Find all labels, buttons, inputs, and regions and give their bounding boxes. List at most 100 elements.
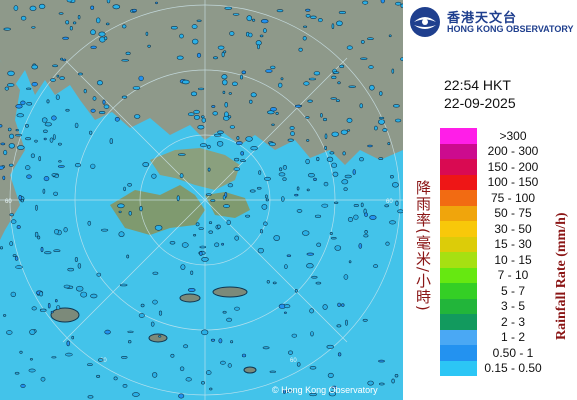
- rain-echo: [14, 256, 19, 261]
- rain-echo: [275, 111, 279, 115]
- rain-echo: [78, 72, 83, 76]
- legend-swatch: [440, 267, 477, 283]
- rain-echo: [121, 59, 129, 62]
- rain-echo: [378, 359, 385, 363]
- rain-echo: [305, 14, 311, 18]
- rain-echo: [72, 21, 77, 25]
- rain-echo: [348, 260, 352, 264]
- rain-echo: [40, 376, 46, 382]
- rain-echo: [205, 193, 212, 196]
- rain-echo: [314, 214, 322, 218]
- rain-echo: [98, 358, 104, 362]
- rain-echo: [298, 47, 303, 52]
- rain-echo: [259, 34, 264, 38]
- rain-echo: [198, 227, 204, 230]
- rain-echo: [212, 111, 218, 116]
- rain-echo: [380, 0, 385, 4]
- rain-echo: [6, 330, 13, 335]
- range-ring-label: 60: [5, 199, 12, 205]
- rain-echo: [51, 115, 57, 121]
- rain-echo: [310, 331, 314, 337]
- rain-echo: [367, 144, 373, 148]
- rain-echo: [240, 74, 244, 80]
- legend-label: >300: [499, 128, 527, 143]
- rain-echo: [250, 92, 257, 98]
- rain-echo: [197, 124, 205, 130]
- rain-echo: [302, 36, 307, 41]
- rain-echo: [201, 115, 205, 119]
- rain-echo: [308, 77, 317, 81]
- legend-swatch: [440, 174, 477, 190]
- rain-echo: [74, 122, 79, 128]
- rain-echo: [118, 231, 125, 237]
- rain-echo: [199, 245, 207, 249]
- rain-echo: [38, 156, 42, 162]
- rain-echo: [282, 164, 288, 170]
- rain-echo: [193, 115, 200, 120]
- rain-echo: [125, 51, 131, 56]
- rain-echo: [66, 0, 73, 3]
- rain-echo: [324, 133, 328, 140]
- rain-echo: [270, 65, 276, 70]
- rain-echo: [2, 175, 6, 181]
- rain-echo: [260, 19, 269, 24]
- rain-echo: [42, 188, 46, 194]
- rain-echo: [313, 71, 321, 76]
- range-ring-label: 60: [386, 199, 393, 205]
- rain-echo: [229, 125, 235, 129]
- rain-echo: [310, 15, 317, 19]
- legend-label: 0.50 - 1: [492, 345, 534, 360]
- rain-echo: [265, 198, 269, 202]
- rain-echo: [103, 104, 110, 109]
- rain-echo: [90, 163, 96, 169]
- rain-echo: [179, 173, 184, 179]
- rain-echo: [25, 137, 32, 141]
- range-ring-label: 60: [100, 358, 107, 364]
- rain-echo: [209, 387, 213, 391]
- rain-echo: [31, 26, 36, 29]
- rain-echo: [65, 352, 73, 357]
- rain-echo: [100, 228, 109, 232]
- rain-echo: [195, 222, 200, 227]
- legend-label: 1 - 2: [500, 330, 525, 345]
- rain-echo: [306, 139, 310, 142]
- rain-echo: [34, 139, 38, 143]
- rain-echo: [95, 17, 101, 24]
- rain-echo: [273, 235, 281, 241]
- rain-echo: [43, 176, 50, 182]
- rain-echo: [16, 145, 25, 150]
- rain-echo: [331, 385, 338, 389]
- rain-echo: [12, 254, 17, 257]
- rain-echo: [15, 104, 23, 109]
- rain-echo: [268, 142, 276, 147]
- rain-echo: [51, 356, 57, 359]
- rain-echo: [121, 355, 128, 359]
- rain-echo: [257, 44, 260, 50]
- rain-echo: [336, 20, 343, 26]
- legend-row: 200 - 300: [440, 143, 560, 159]
- rain-echo: [395, 1, 402, 6]
- rain-echo: [329, 232, 333, 236]
- rain-echo: [283, 311, 287, 314]
- rain-echo: [128, 340, 132, 344]
- rain-echo: [62, 36, 69, 40]
- rain-echo: [250, 146, 258, 151]
- rain-echo: [214, 242, 220, 248]
- rain-echo: [187, 287, 196, 292]
- rain-echo: [347, 129, 351, 132]
- rain-echo: [29, 358, 33, 361]
- radar-map[interactable]: 60 60 60 60 © Hong Kong Observatory: [0, 0, 403, 400]
- observatory-logo[interactable]: 香港天文台 HONG KONG OBSERVATORY: [409, 6, 575, 37]
- rain-echo: [378, 157, 384, 160]
- rain-echo: [55, 94, 60, 100]
- rain-echo: [6, 83, 15, 87]
- rain-echo: [158, 335, 162, 338]
- rain-echo: [303, 81, 310, 86]
- rain-echo: [362, 0, 369, 5]
- rain-echo: [285, 389, 293, 394]
- rain-echo: [199, 251, 203, 256]
- rain-echo: [103, 36, 108, 41]
- rain-echo: [311, 275, 318, 279]
- rain-echo: [262, 28, 267, 33]
- rain-echo: [394, 374, 399, 378]
